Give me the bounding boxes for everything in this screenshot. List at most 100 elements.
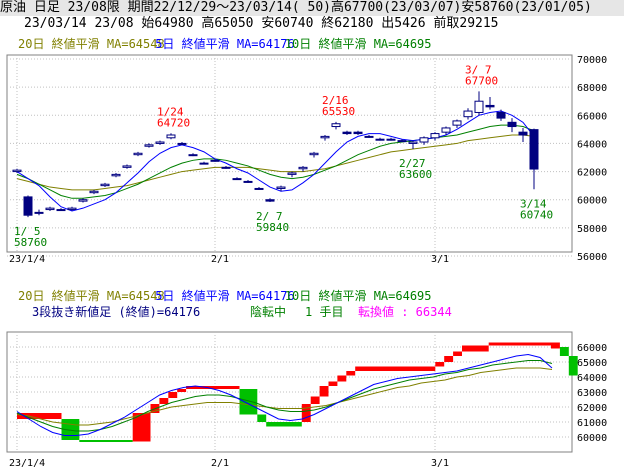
candle-body bbox=[287, 172, 297, 175]
line-break-info: 3段抜き新値足 (終値)=64176 陰転中 1 手目 転換値 : 66344 bbox=[32, 304, 452, 319]
annotation-value: 67700 bbox=[465, 74, 498, 87]
x-tick-label: 23/1/4 bbox=[9, 254, 45, 265]
candle-body bbox=[232, 178, 242, 181]
annotation-value: 64720 bbox=[157, 116, 190, 129]
candle-body bbox=[12, 169, 22, 173]
rise-block bbox=[346, 371, 356, 376]
candle-body bbox=[144, 144, 154, 147]
candle-body bbox=[188, 154, 198, 157]
candle-body bbox=[265, 199, 275, 202]
rise-block bbox=[355, 366, 436, 371]
candle-body bbox=[419, 137, 429, 143]
fall-block bbox=[559, 347, 569, 356]
candle-body bbox=[23, 196, 33, 216]
candle-body bbox=[166, 134, 176, 139]
y-tick-label: 66000 bbox=[577, 343, 607, 354]
candle-body bbox=[452, 120, 462, 126]
legend-item: 10日 終値平滑 MA=64695 bbox=[285, 288, 432, 303]
candle-body bbox=[463, 110, 473, 118]
candle-body bbox=[243, 180, 253, 183]
candle-body bbox=[474, 100, 484, 113]
rise-block bbox=[453, 351, 462, 356]
x-tick-label: 3/1 bbox=[431, 458, 449, 469]
legend-item: 20日 終値平滑 MA=64548 bbox=[18, 288, 165, 303]
candle-body bbox=[309, 152, 319, 156]
rise-block bbox=[301, 404, 311, 422]
y-tick-label: 68000 bbox=[577, 83, 607, 94]
candle-body bbox=[331, 123, 341, 128]
annotation-date: 1/24 bbox=[157, 105, 184, 118]
header-summary: 原油 日足 23/08限 期間22/12/29～23/03/14( 50)高67… bbox=[0, 0, 624, 16]
candlestick-x-axis: 23/1/4 2/1 3/1 bbox=[9, 254, 449, 265]
fall-block bbox=[79, 440, 133, 442]
rise-block bbox=[17, 413, 62, 419]
candle-body bbox=[364, 135, 374, 138]
candle-body bbox=[507, 121, 517, 128]
y-tick-label: 61000 bbox=[577, 418, 607, 429]
legend-item: 10日 終値平滑 MA=64695 bbox=[285, 36, 432, 51]
annotation-date: 3/ 7 bbox=[465, 63, 492, 76]
candlestick-panel bbox=[6, 54, 573, 253]
candle-body bbox=[342, 131, 352, 135]
y-tick-label: 58000 bbox=[577, 224, 607, 235]
candle-body bbox=[67, 207, 77, 211]
rise-block bbox=[488, 342, 551, 346]
annotation-date: 2/ 7 bbox=[256, 210, 283, 223]
candle-body bbox=[221, 166, 231, 169]
y-tick-label: 70000 bbox=[577, 55, 607, 66]
rise-block bbox=[168, 392, 178, 398]
annotation-date: 2/27 bbox=[399, 157, 426, 170]
rise-block bbox=[328, 381, 338, 386]
annotation-date: 2/16 bbox=[322, 94, 349, 107]
annotation-value: 59840 bbox=[256, 221, 289, 234]
y-tick-label: 66000 bbox=[577, 111, 607, 122]
ma10-line bbox=[16, 124, 535, 199]
candle-body bbox=[89, 190, 99, 194]
candle-body bbox=[133, 152, 143, 156]
line-break-x-axis: 23/1/4 2/1 3/1 bbox=[9, 458, 449, 469]
ma20-line bbox=[16, 367, 553, 426]
candle-body bbox=[276, 186, 286, 189]
y-tick-label: 62000 bbox=[577, 168, 607, 179]
annotation-value: 60740 bbox=[520, 208, 553, 221]
annotation-value: 65530 bbox=[322, 105, 355, 118]
candle-body bbox=[496, 111, 506, 119]
candle-body bbox=[430, 133, 440, 139]
line-break-moving-averages bbox=[16, 353, 553, 436]
candle-body bbox=[386, 138, 396, 141]
line-break-status: 陰転中 bbox=[250, 304, 286, 319]
rise-block bbox=[177, 389, 187, 392]
ma20-line bbox=[16, 134, 535, 191]
rise-block bbox=[310, 396, 320, 404]
annotation-value: 58760 bbox=[14, 236, 47, 249]
candle-body bbox=[111, 173, 121, 177]
x-tick-label: 23/1/4 bbox=[9, 458, 45, 469]
fall-block bbox=[257, 414, 267, 422]
candle-body bbox=[485, 104, 495, 108]
candle-body bbox=[34, 211, 44, 214]
fall-block bbox=[239, 389, 258, 415]
candle-body bbox=[122, 165, 132, 168]
candle-body bbox=[298, 166, 308, 170]
candlestick-y-axis: 70000 68000 66000 64000 62000 60000 58000 56000 bbox=[577, 55, 607, 263]
candle-body bbox=[254, 187, 264, 190]
header-daily-detail: 23/03/14 23/08 始64980 高65050 安60740 終621… bbox=[0, 16, 624, 32]
fall-block bbox=[61, 419, 80, 440]
candle-body bbox=[45, 207, 55, 211]
line-break-y-axis: 66000 65000 64000 63000 62000 61000 60000 bbox=[577, 343, 607, 444]
y-tick-label: 64000 bbox=[577, 373, 607, 384]
candle-body bbox=[518, 131, 528, 136]
rise-block bbox=[319, 386, 329, 397]
candle-body bbox=[177, 142, 187, 145]
candle-body bbox=[100, 183, 110, 187]
y-tick-label: 60000 bbox=[577, 196, 607, 207]
candle-body bbox=[320, 135, 330, 139]
rise-block bbox=[132, 413, 151, 442]
rise-block bbox=[159, 398, 169, 404]
x-tick-label: 2/1 bbox=[211, 254, 229, 265]
line-break-count: 1 手目 bbox=[305, 305, 343, 319]
